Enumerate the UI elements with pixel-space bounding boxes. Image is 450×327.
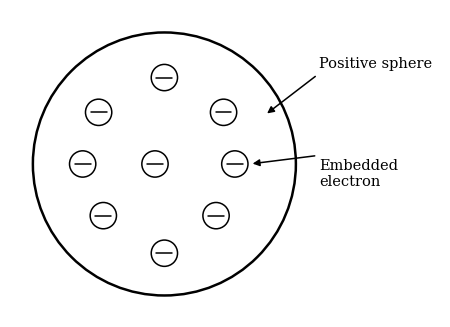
Text: Embedded
electron: Embedded electron [320,159,398,189]
Circle shape [211,99,237,126]
Circle shape [90,202,117,229]
Text: Positive sphere: Positive sphere [320,57,432,71]
Circle shape [151,64,178,91]
Circle shape [142,151,168,177]
Circle shape [222,151,248,177]
Circle shape [203,202,229,229]
Circle shape [151,240,178,267]
Circle shape [69,151,96,177]
Circle shape [86,99,112,126]
